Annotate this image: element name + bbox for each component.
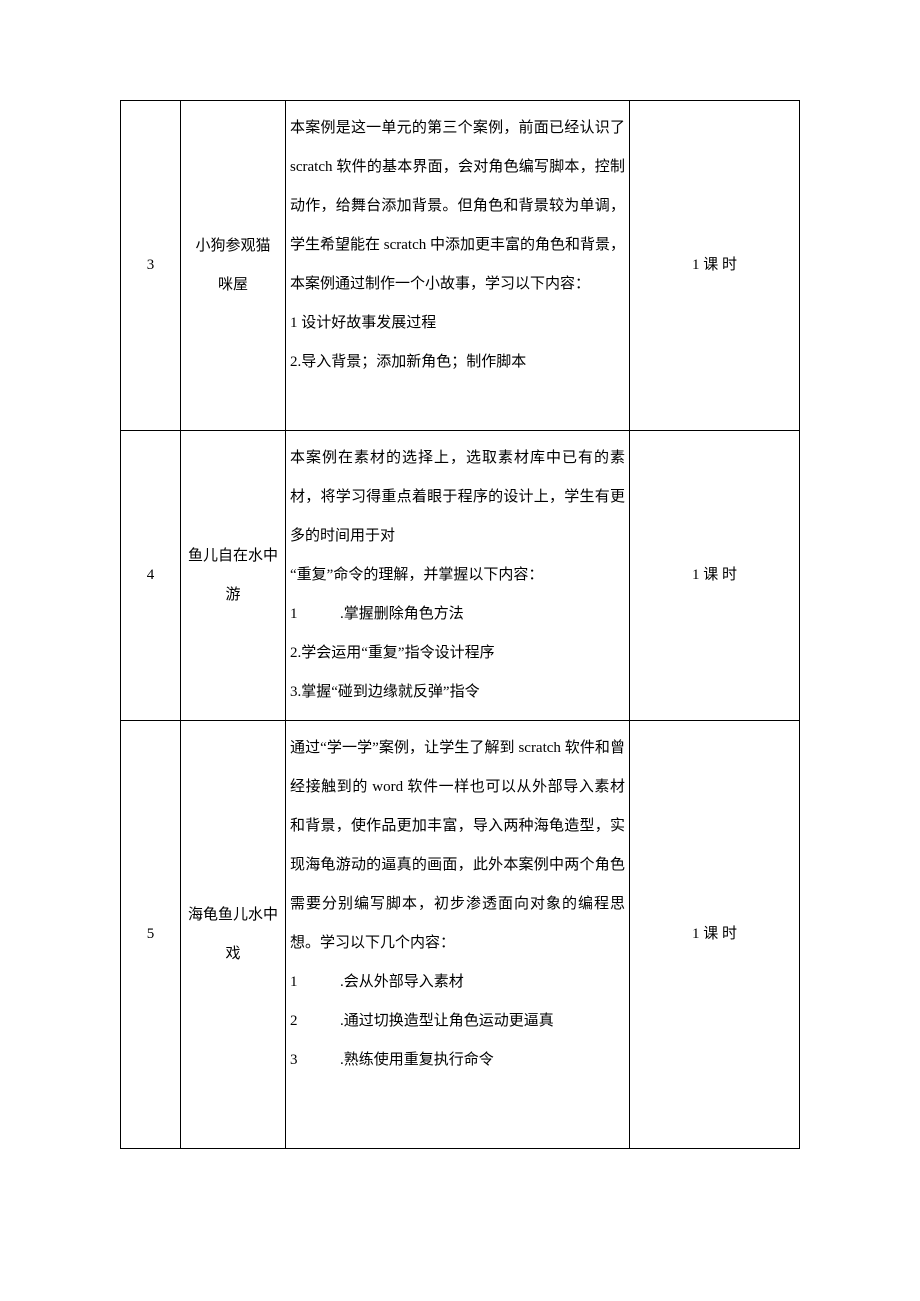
row-title: 海龟鱼儿水中戏 <box>181 721 286 1149</box>
row-time: 1 课 时 <box>630 721 800 1149</box>
desc-item: 1 .掌握删除角色方法 <box>290 595 625 634</box>
table-row: 3 小狗参观猫 咪屋 本案例是这一单元的第三个案例，前面已经认识了 scratc… <box>121 101 800 431</box>
desc-item: 2.导入背景；添加新角色；制作脚本 <box>290 343 625 382</box>
desc-paragraph: 本案例在素材的选择上，选取素材库中已有的素材，将学习得重点着眼于程序的设计上，学… <box>290 439 625 556</box>
item-text: .通过切换造型让角色运动更逼真 <box>340 1002 625 1041</box>
desc-item: 1 .会从外部导入素材 <box>290 963 625 1002</box>
table-row: 5 海龟鱼儿水中戏 通过“学一学”案例，让学生了解到 scratch 软件和曾经… <box>121 721 800 1149</box>
spacer <box>290 1080 625 1140</box>
row-title: 鱼儿自在水中游 <box>181 431 286 721</box>
row-number: 4 <box>121 431 181 721</box>
row-description: 本案例是这一单元的第三个案例，前面已经认识了 scratch 软件的基本界面，会… <box>286 101 630 431</box>
table-row: 4 鱼儿自在水中游 本案例在素材的选择上，选取素材库中已有的素材，将学习得重点着… <box>121 431 800 721</box>
row-title: 小狗参观猫 咪屋 <box>181 101 286 431</box>
item-number: 1 <box>290 595 340 634</box>
desc-paragraph: 本案例是这一单元的第三个案例，前面已经认识了 scratch 软件的基本界面，会… <box>290 109 625 304</box>
item-text: .掌握删除角色方法 <box>340 595 625 634</box>
desc-paragraph: 通过“学一学”案例，让学生了解到 scratch 软件和曾经接触到的 word … <box>290 729 625 963</box>
row-description: 本案例在素材的选择上，选取素材库中已有的素材，将学习得重点着眼于程序的设计上，学… <box>286 431 630 721</box>
lesson-plan-table: 3 小狗参观猫 咪屋 本案例是这一单元的第三个案例，前面已经认识了 scratc… <box>120 100 800 1149</box>
item-number: 1 <box>290 963 340 1002</box>
title-line-1: 小狗参观猫 <box>185 227 281 266</box>
desc-item: 2 .通过切换造型让角色运动更逼真 <box>290 1002 625 1041</box>
spacer <box>290 382 625 422</box>
desc-item: 1 设计好故事发展过程 <box>290 304 625 343</box>
item-text: .熟练使用重复执行命令 <box>340 1041 625 1080</box>
item-number: 2 <box>290 1002 340 1041</box>
title-line-2: 咪屋 <box>185 266 281 305</box>
desc-item: 3 .熟练使用重复执行命令 <box>290 1041 625 1080</box>
row-number: 3 <box>121 101 181 431</box>
desc-paragraph: “重复”命令的理解，并掌握以下内容： <box>290 556 625 595</box>
item-number: 3 <box>290 1041 340 1080</box>
row-description: 通过“学一学”案例，让学生了解到 scratch 软件和曾经接触到的 word … <box>286 721 630 1149</box>
row-time: 1 课 时 <box>630 431 800 721</box>
desc-item: 2.学会运用“重复”指令设计程序 <box>290 634 625 673</box>
row-time: 1 课 时 <box>630 101 800 431</box>
desc-item: 3.掌握“碰到边缘就反弹”指令 <box>290 673 625 712</box>
item-text: .会从外部导入素材 <box>340 963 625 1002</box>
row-number: 5 <box>121 721 181 1149</box>
